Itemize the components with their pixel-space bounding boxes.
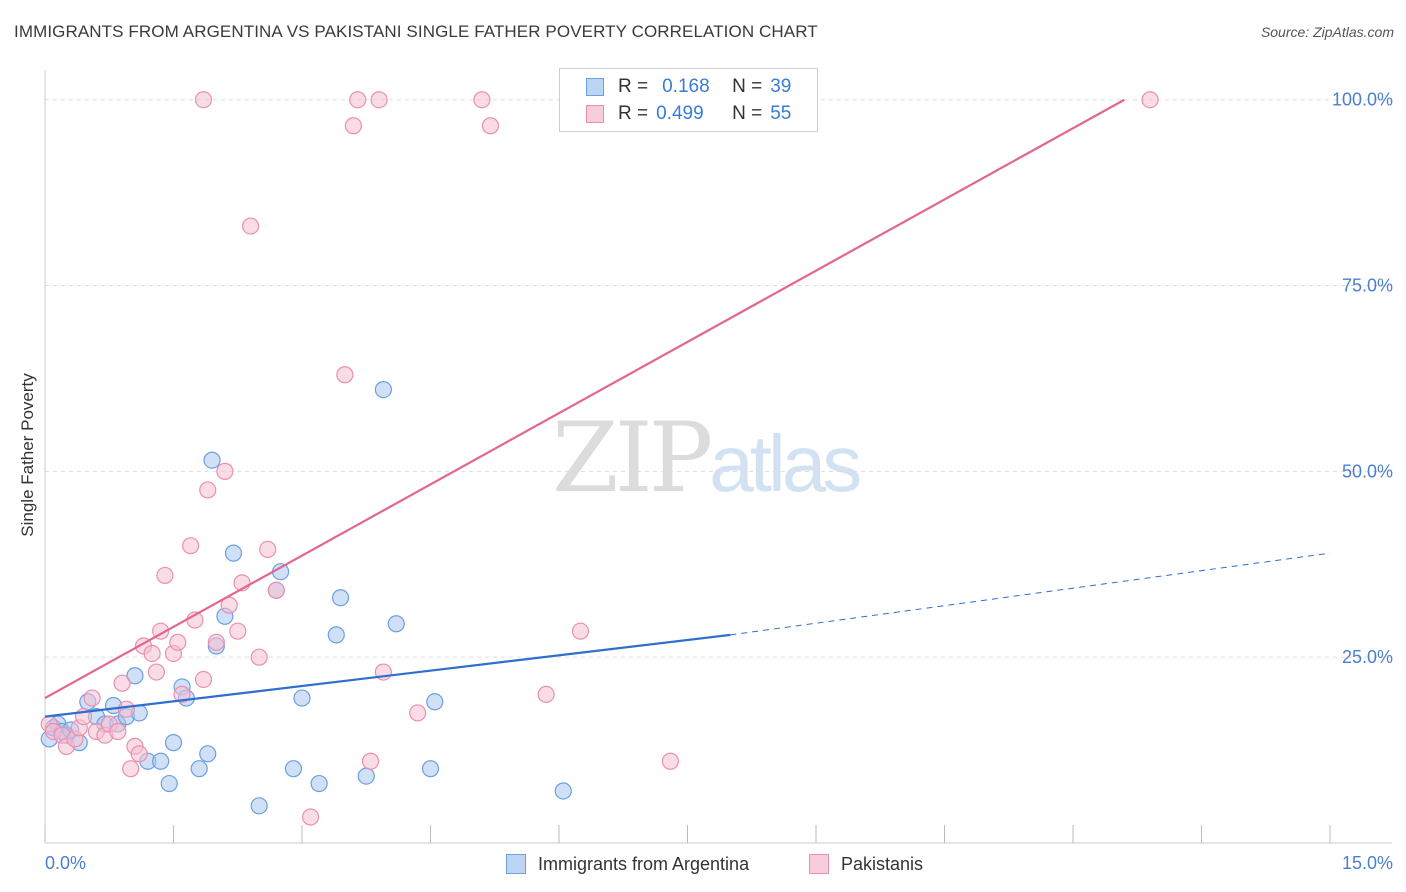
legend-row-pakistanis: R = 0.499 N = 55 xyxy=(560,101,791,127)
argentina-point xyxy=(374,381,392,399)
pakistanis-point xyxy=(194,670,213,689)
argentina-point xyxy=(152,752,170,770)
watermark: ZIPatlas xyxy=(552,402,862,514)
pakistanis-point xyxy=(267,581,285,599)
legend-n-label: N = xyxy=(732,103,763,124)
pakistanis-point xyxy=(259,540,277,559)
argentina-point xyxy=(203,451,221,469)
legend-n-label: N = xyxy=(732,76,763,97)
argentina-point xyxy=(190,760,208,778)
pakistanis-point xyxy=(229,622,247,640)
legend-swatch-pakistanis xyxy=(586,105,604,123)
pakistanis-point xyxy=(147,663,165,681)
pakistanis-point xyxy=(242,217,260,235)
pakistanis-trendline xyxy=(44,98,1125,700)
pakistanis-point xyxy=(194,91,213,109)
source-credit: Source: ZipAtlas.com xyxy=(1260,24,1394,40)
pakistanis-point xyxy=(370,91,388,109)
legend-r-value: 0.168 xyxy=(662,76,710,97)
series-swatch-argentina xyxy=(506,854,526,874)
pakistanis-point xyxy=(169,633,187,651)
pakistanis-point xyxy=(361,752,380,770)
legend-row-argentina: R = 0.168 N = 39 xyxy=(560,74,791,100)
argentina-point xyxy=(164,734,183,752)
pakistanis-point xyxy=(481,117,500,135)
pakistanis-point xyxy=(473,91,491,109)
argentina-point xyxy=(160,774,178,793)
argentina-point xyxy=(199,745,217,763)
pakistanis-point xyxy=(216,462,234,480)
pakistanis-point xyxy=(571,622,590,640)
series-label-argentina: Immigrants from Argentina xyxy=(538,853,750,874)
pakistanis-point xyxy=(83,689,101,707)
pakistanis-point xyxy=(537,685,555,703)
x-tick-label: 0.0% xyxy=(45,853,86,873)
pakistanis-point xyxy=(199,481,217,499)
legend-swatch-argentina xyxy=(586,78,604,96)
series-label-pakistanis: Pakistanis xyxy=(841,853,924,874)
legend-r-value: 0.499 xyxy=(656,103,704,124)
chart-title: IMMIGRANTS FROM ARGENTINA VS PAKISTANI S… xyxy=(14,22,818,41)
pakistanis-point xyxy=(344,117,362,135)
pakistanis-point xyxy=(109,722,127,741)
y-tick-label: 25.0% xyxy=(1342,647,1393,667)
argentina-trendline xyxy=(44,633,731,718)
argentina-point xyxy=(554,782,572,800)
watermark-atlas: atlas xyxy=(709,419,862,508)
pakistanis-point xyxy=(143,644,161,663)
pakistanis-point xyxy=(156,566,174,585)
stats-legend: R = 0.168 N = 39 R = 0.499 N = 55 xyxy=(559,68,818,132)
pakistanis-point xyxy=(122,760,140,778)
y-tick-label: 75.0% xyxy=(1342,276,1393,296)
pakistanis-point xyxy=(250,648,268,666)
pakistanis-point xyxy=(113,674,131,692)
y-tick-label: 50.0% xyxy=(1342,461,1393,481)
argentina-point xyxy=(310,774,328,793)
legend-n-value: 55 xyxy=(770,103,792,124)
pakistanis-point xyxy=(182,537,200,555)
argentina-point xyxy=(387,615,405,633)
pakistanis-point xyxy=(349,91,367,109)
argentina-point xyxy=(126,667,144,685)
series-legend-argentina[interactable]: Immigrants from Argentina xyxy=(506,851,749,877)
argentina-point xyxy=(327,626,345,644)
legend-r-label: R = xyxy=(618,76,649,97)
pakistanis-point xyxy=(661,752,679,770)
argentina-point xyxy=(426,693,444,711)
argentina-point xyxy=(331,589,350,607)
pakistanis-point xyxy=(130,745,148,763)
pakistanis-point xyxy=(409,704,427,722)
watermark-zip: ZIP xyxy=(552,402,713,514)
argentina-point xyxy=(357,767,375,785)
pakistanis-point xyxy=(117,700,135,718)
pakistanis-point xyxy=(301,808,320,826)
series-swatch-pakistanis xyxy=(809,854,829,874)
argentina-point xyxy=(250,797,268,815)
argentina-point xyxy=(293,689,311,707)
y-tick-label: 100.0% xyxy=(1332,90,1393,110)
pakistanis-point xyxy=(173,685,191,703)
argentina-point xyxy=(224,544,243,562)
argentina-point xyxy=(284,760,303,778)
legend-n-value: 39 xyxy=(770,76,792,97)
y-axis-label: Single Father Poverty xyxy=(18,373,37,537)
legend-r-label: R = xyxy=(618,103,649,124)
argentina-trendline-projection xyxy=(730,552,1331,636)
x-tick-label: 15.0% xyxy=(1342,853,1393,873)
pakistanis-point xyxy=(1141,91,1159,109)
argentina-point xyxy=(421,760,440,778)
pakistanis-point xyxy=(207,633,225,651)
series-legend-pakistanis[interactable]: Pakistanis xyxy=(809,851,923,877)
pakistanis-point xyxy=(336,366,354,384)
